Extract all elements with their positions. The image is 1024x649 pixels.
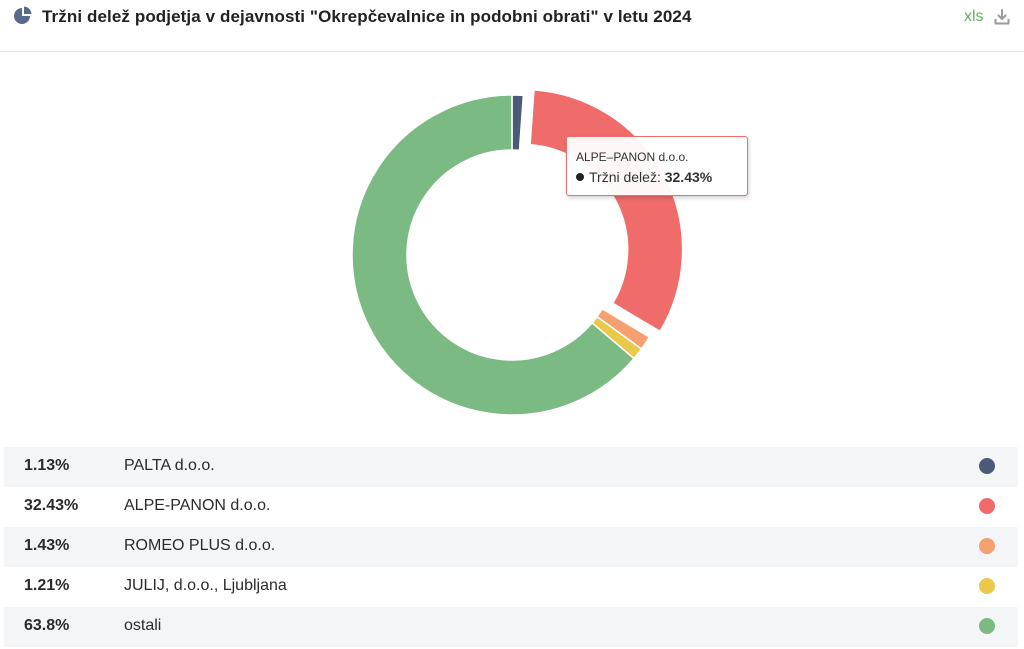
legend-percentage: 32.43%: [24, 497, 79, 514]
chart-header: Tržni delež podjetja v dejavnosti "Okrep…: [0, 0, 1024, 52]
donut-slice-2[interactable]: [529, 89, 684, 333]
legend-company-name: JULIJ, d.o.o., Ljubljana: [124, 577, 287, 594]
donut-chart: [0, 52, 1024, 444]
legend-company-name: ostali: [124, 617, 162, 634]
chart-tooltip: ALPE–PANON d.o.o. Tržni delež: 32.43%: [566, 136, 748, 196]
legend-color-dot: [979, 578, 995, 594]
tooltip-value: 32.43%: [664, 169, 713, 185]
tooltip-name: ALPE–PANON d.o.o.: [576, 150, 689, 164]
legend-company-name: PALTA d.o.o.: [124, 457, 215, 474]
legend-percentage: 1.43%: [24, 537, 70, 554]
download-icon[interactable]: [993, 8, 1011, 26]
tooltip-bullet: [576, 173, 584, 181]
legend-company-name: ALPE-PANON d.o.o.: [124, 497, 271, 514]
chart-legend: 1.13% PALTA d.o.o. 32.43% ALPE-PANON d.o.o.…: [4, 447, 1018, 647]
legend-row[interactable]: 1.13% PALTA d.o.o.: [4, 447, 1018, 487]
legend-percentage: 1.13%: [24, 457, 70, 474]
tooltip-line: Tržni delež: 32.43%: [576, 169, 747, 185]
legend-row[interactable]: 63.8% ostali: [4, 607, 1018, 647]
pie-chart-icon: [14, 6, 32, 24]
legend-color-dot: [979, 498, 995, 514]
legend-company-name: ROMEO PLUS d.o.o.: [124, 537, 276, 554]
legend-color-dot: [979, 538, 995, 554]
legend-color-dot: [979, 458, 995, 474]
legend-color-dot: [979, 618, 995, 634]
tooltip-series-label: Tržni delež:: [589, 169, 661, 185]
legend-row[interactable]: 32.43% ALPE-PANON d.o.o.: [4, 487, 1018, 527]
xls-export-link[interactable]: xls: [964, 8, 984, 25]
donut-slice-1[interactable]: [511, 94, 525, 152]
legend-percentage: 63.8%: [24, 617, 70, 634]
chart-title: Tržni delež podjetja v dejavnosti "Okrep…: [42, 7, 692, 26]
legend-row[interactable]: 1.43% ROMEO PLUS d.o.o.: [4, 527, 1018, 567]
legend-row[interactable]: 1.21% JULIJ, d.o.o., Ljubljana: [4, 567, 1018, 607]
legend-percentage: 1.21%: [24, 577, 70, 594]
donut-chart-svg: [351, 89, 684, 416]
donut-slice-5[interactable]: [351, 94, 636, 416]
